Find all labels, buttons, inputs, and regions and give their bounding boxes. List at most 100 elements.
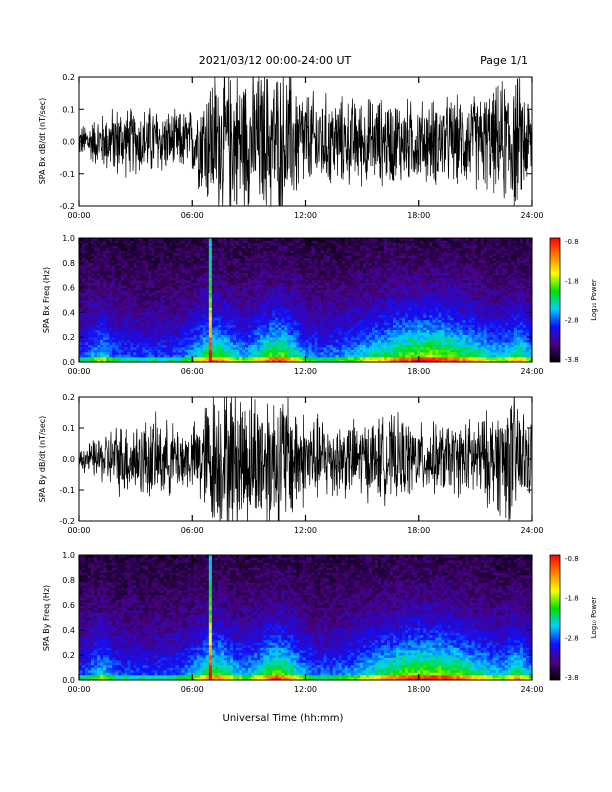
spectrogram-cell: [239, 287, 243, 291]
spectrogram-cell: [281, 334, 285, 338]
spectrogram-cell: [157, 242, 161, 246]
spectrogram-cell: [184, 312, 189, 316]
spectrogram-cell: [211, 339, 216, 343]
spectrogram-cell: [245, 314, 249, 318]
spectrogram-cell: [109, 255, 113, 259]
spectrogram-cell: [91, 307, 95, 311]
spectrogram-cell: [272, 302, 276, 306]
spectrogram-cell: [278, 240, 282, 244]
spectrogram-cell: [223, 334, 228, 338]
spectrogram-cell: [326, 247, 330, 251]
spectrogram-cell: [284, 270, 288, 274]
spectrogram-cell: [359, 342, 364, 345]
spectrogram-cell: [169, 282, 173, 286]
spectrogram-cell: [344, 275, 349, 278]
spectrogram-cell: [88, 270, 92, 274]
spectrogram-cell: [103, 337, 107, 340]
spectrogram-cell: [365, 344, 370, 348]
spectrogram-cell: [112, 342, 116, 345]
spectrogram-cell: [230, 257, 234, 261]
spectrogram-cell: [263, 319, 267, 323]
spectrogram-cell: [302, 265, 306, 269]
spectrogram-cell: [136, 349, 140, 353]
spectrogram-cell: [230, 255, 234, 259]
spectrogram-cell: [202, 272, 207, 276]
spectrogram-cell: [320, 359, 324, 363]
spectrogram-cell: [305, 260, 309, 264]
spectrogram-cell: [236, 354, 240, 358]
spectrogram-cell: [365, 270, 370, 274]
spectrogram-cell: [266, 332, 270, 336]
spectrogram-cell: [230, 314, 234, 318]
spectrogram-cell: [154, 357, 158, 360]
spectrogram-cell: [317, 357, 321, 360]
spectrogram-cell: [269, 347, 273, 350]
spectrogram-cell: [130, 282, 134, 286]
spectrogram-cell: [344, 317, 349, 321]
spectrogram-cell: [175, 255, 179, 259]
spectrogram-cell: [371, 287, 376, 291]
spectrogram-cell: [245, 337, 249, 340]
spectrogram-cell: [187, 334, 192, 338]
spectrogram-cell: [151, 265, 155, 269]
spectrogram-cell: [251, 250, 255, 254]
spectrogram-cell: [208, 357, 213, 360]
spectrogram-cell: [82, 262, 86, 266]
spectrogram-cell: [236, 300, 240, 303]
spectrogram-cell: [275, 317, 279, 321]
spectrogram-cell: [281, 252, 285, 256]
spectrogram-cell: [248, 339, 252, 343]
spectrogram-cell: [109, 280, 113, 283]
spectrogram-cell: [166, 302, 170, 306]
spectrogram-cell: [115, 312, 119, 316]
spectrogram-cell: [335, 309, 340, 313]
spectrogram-cell: [338, 354, 343, 358]
spectrogram-cell: [115, 270, 119, 274]
spectrogram-cell: [362, 247, 367, 251]
spectrogram-cell: [133, 287, 137, 291]
spectrogram-cell: [145, 342, 149, 345]
spectrogram-cell: [320, 260, 324, 264]
spectrogram-cell: [109, 275, 113, 278]
spectrogram-cell: [82, 247, 86, 251]
spectrogram-cell: [97, 275, 101, 278]
spectrogram-cell: [118, 307, 122, 311]
spectrogram-cell: [323, 357, 327, 360]
spectrogram-cell: [205, 287, 210, 291]
spectrogram-cell: [133, 257, 137, 261]
spectrogram-cell: [338, 300, 343, 303]
spectrogram-cell: [266, 277, 270, 281]
spectrogram-cell: [299, 277, 303, 281]
spectrogram-cell: [257, 257, 261, 261]
spectrogram-cell: [371, 304, 376, 308]
spectrogram-cell: [100, 267, 104, 271]
spectrogram-cell: [118, 309, 122, 313]
spectrogram-cell: [157, 262, 161, 266]
spectrogram-cell: [311, 327, 315, 331]
spectrogram-cell: [347, 319, 352, 323]
spectrogram-cell: [112, 304, 116, 308]
spectrogram-cell: [257, 309, 261, 313]
spectrogram-cell: [88, 257, 92, 261]
spectrogram-cell: [199, 247, 204, 251]
spectrogram-cell: [142, 304, 146, 308]
spectrogram-cell: [260, 242, 264, 246]
spectrogram-cell: [205, 359, 210, 363]
spectrogram-cell: [115, 292, 119, 296]
spectrogram-cell: [82, 352, 86, 355]
spectrogram-cell: [109, 300, 113, 303]
spectrogram-cell: [112, 238, 116, 241]
spectrogram-cell: [130, 252, 134, 256]
spectrogram-cell: [230, 252, 234, 256]
spectrogram-cell: [217, 334, 222, 338]
spectrogram-cell: [353, 347, 358, 350]
spectrogram-cell: [187, 352, 192, 355]
spectrogram-cell: [275, 342, 279, 345]
spectrogram-cell: [118, 277, 122, 281]
spectrogram-cell: [287, 334, 291, 338]
spectrogram-cell: [371, 297, 376, 301]
spectrogram-cell: [82, 245, 86, 249]
spectrogram-cell: [130, 324, 134, 328]
spectrogram-cell: [356, 349, 361, 353]
spectrogram-cell: [85, 317, 89, 321]
